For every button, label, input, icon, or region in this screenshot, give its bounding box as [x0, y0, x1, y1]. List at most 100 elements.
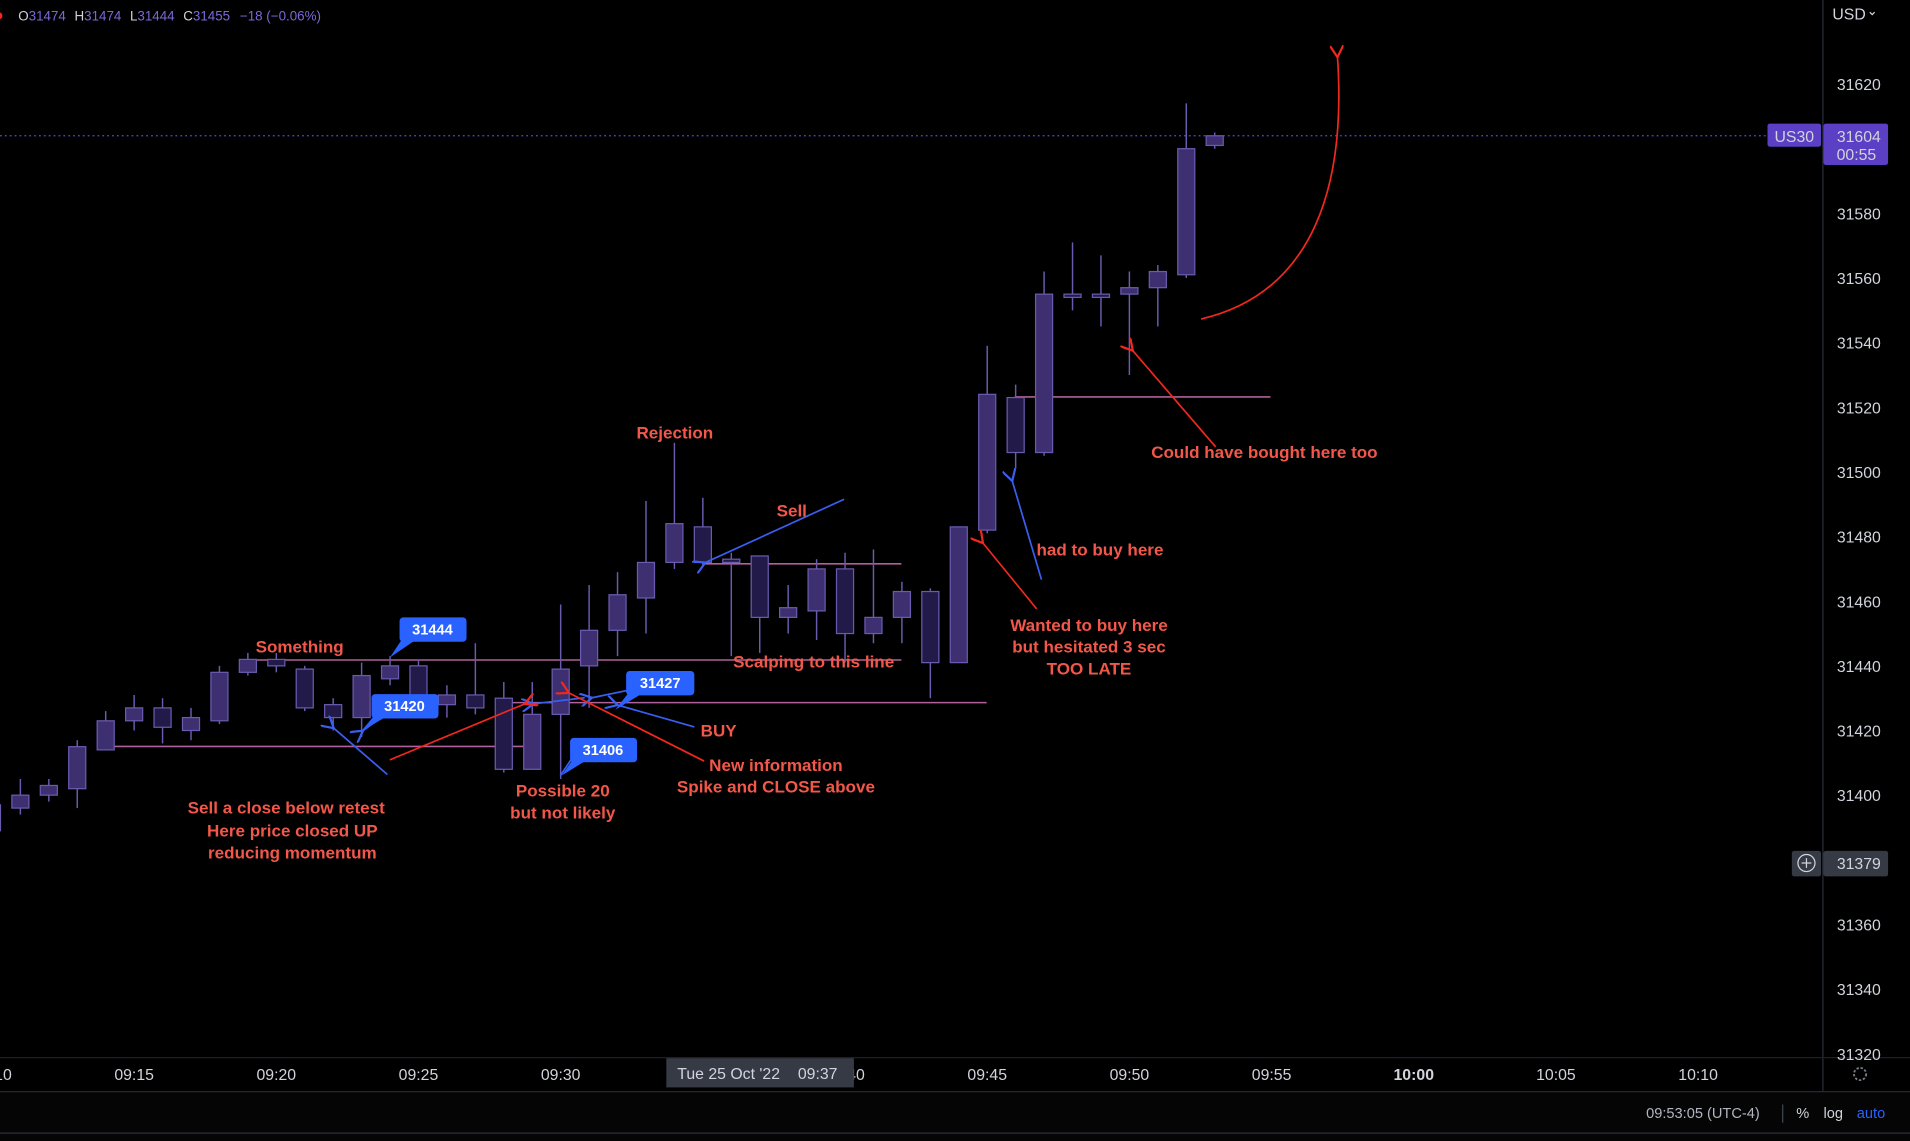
x-tick-label: 10:10 — [1678, 1067, 1718, 1084]
price-axis: 3132031340313603138031400314203144031460… — [1837, 77, 1881, 1064]
x-tick-label: 09:20 — [256, 1067, 296, 1084]
price-tag: 31444 — [389, 617, 467, 658]
arrow — [534, 696, 585, 704]
crosshair-time: Tue 25 Oct '22 09:37 — [666, 1058, 854, 1088]
crosshair-price-label: 31379 — [1837, 856, 1881, 873]
plot-area: Something Rejection Sell Scalping to thi… — [0, 57, 1378, 862]
annotation: New information — [709, 756, 843, 775]
ohlc-label: H — [74, 9, 84, 24]
crosshair-price: 31379 — [1791, 850, 1889, 877]
x-tick-label: 09:15 — [114, 1067, 154, 1084]
candle-body — [921, 590, 940, 664]
arrow — [334, 728, 388, 776]
arrow — [983, 543, 1038, 610]
candle-body — [11, 794, 30, 809]
arrow — [569, 693, 705, 762]
log-toggle[interactable]: log — [1824, 1106, 1844, 1122]
candle-body — [267, 658, 286, 667]
arrow — [1200, 57, 1339, 320]
annotation: Wanted to buy here — [1010, 616, 1168, 635]
candle-body — [466, 694, 485, 709]
candle-body — [835, 568, 855, 635]
candle-body — [608, 594, 627, 631]
candle-body — [1120, 287, 1139, 295]
y-tick-label: 31500 — [1837, 465, 1881, 482]
y-tick-label: 31440 — [1837, 659, 1881, 676]
candle-body — [1205, 135, 1224, 147]
annotation: Could have bought here too — [1151, 443, 1377, 462]
x-tick-label: 09:30 — [541, 1067, 581, 1084]
arrow — [1133, 351, 1217, 448]
candle-body — [324, 704, 343, 719]
annotation: Rejection — [636, 423, 713, 442]
ohlc-value: 31455 — [193, 9, 230, 24]
candle-body — [523, 713, 542, 770]
crosshair-date: Tue 25 Oct '22 — [677, 1066, 780, 1083]
x-tick-label: 09:50 — [1110, 1067, 1150, 1084]
annotation: reducing momentum — [208, 843, 377, 862]
candle-body — [779, 607, 798, 618]
status-dot — [0, 12, 3, 20]
y-tick-label: 31420 — [1837, 724, 1881, 741]
price-box — [1823, 123, 1889, 165]
clock: 09:53:05 (UTC-4) — [1646, 1106, 1760, 1122]
candle-body — [978, 393, 997, 531]
y-tick-label: 31340 — [1837, 982, 1881, 999]
percent-toggle[interactable]: % — [1796, 1106, 1809, 1122]
currency-chevron[interactable] — [1869, 11, 1876, 16]
y-tick-label: 31480 — [1837, 530, 1881, 547]
annotation: Sell a close below retest — [188, 798, 385, 817]
ohlc-value: 31444 — [137, 9, 175, 24]
y-tick-label: 31360 — [1837, 918, 1881, 935]
price-tag-label: 31406 — [583, 743, 624, 759]
candle-body — [750, 555, 769, 618]
candle-body — [636, 561, 656, 599]
settings-icon[interactable] — [1853, 1067, 1868, 1082]
ohlc-change: −18 (−0.06%) — [240, 9, 321, 24]
ohlc-label: L — [130, 9, 137, 24]
annotation: Scalping to this line — [733, 652, 894, 671]
symbol-box — [1767, 123, 1822, 147]
ohlc-text: O31474 H31474 L31444 C31455 −18 (−0.06%) — [18, 9, 321, 24]
ohlc-legend: O31474 H31474 L31444 C31455 −18 (−0.06%) — [0, 9, 321, 24]
annotation: Sell — [777, 501, 807, 520]
candles — [0, 103, 1224, 832]
price-tag-label: 31444 — [412, 622, 454, 638]
last-price: 31604 — [1837, 129, 1881, 146]
crosshair-time-label: 09:37 — [798, 1066, 838, 1083]
add-icon[interactable] — [1797, 853, 1816, 873]
candle-body — [949, 526, 968, 664]
candle-body — [807, 568, 826, 612]
candle-body — [1177, 148, 1196, 276]
annotation: Something — [256, 638, 344, 657]
candle-body — [579, 629, 599, 667]
auto-toggle[interactable]: auto — [1857, 1106, 1885, 1122]
candle-body — [1006, 396, 1025, 454]
last-price-label: US30 31604 00:55 — [1767, 123, 1889, 165]
annotation: Possible 20 — [516, 781, 610, 800]
ohlc-label: C — [183, 9, 193, 24]
price-tag-label: 31420 — [384, 699, 425, 715]
arrow — [389, 704, 525, 761]
annotation: Here price closed UP — [207, 822, 378, 841]
x-tick-label: 09:55 — [1252, 1067, 1292, 1084]
annotation: TOO LATE — [1047, 660, 1132, 679]
add-icon[interactable] — [1801, 858, 1812, 868]
price-tag: 31420 — [360, 694, 439, 732]
candle-body — [693, 526, 712, 564]
arrow — [1012, 481, 1043, 580]
price-tag: 31427 — [615, 670, 695, 710]
x-tick-label: 10:00 — [1394, 1067, 1435, 1084]
candle-body — [39, 784, 58, 796]
y-tick-label: 31620 — [1837, 77, 1881, 94]
y-tick-label: 31520 — [1837, 400, 1881, 417]
currency[interactable]: USD — [1832, 6, 1865, 23]
candle-body — [722, 558, 741, 564]
candle-body — [1148, 270, 1167, 289]
crosshair-price-box — [1823, 850, 1889, 877]
annotation: BUY — [701, 722, 738, 741]
candle-body — [1091, 293, 1111, 298]
candle-body — [153, 707, 172, 728]
candle-body — [1063, 293, 1082, 298]
